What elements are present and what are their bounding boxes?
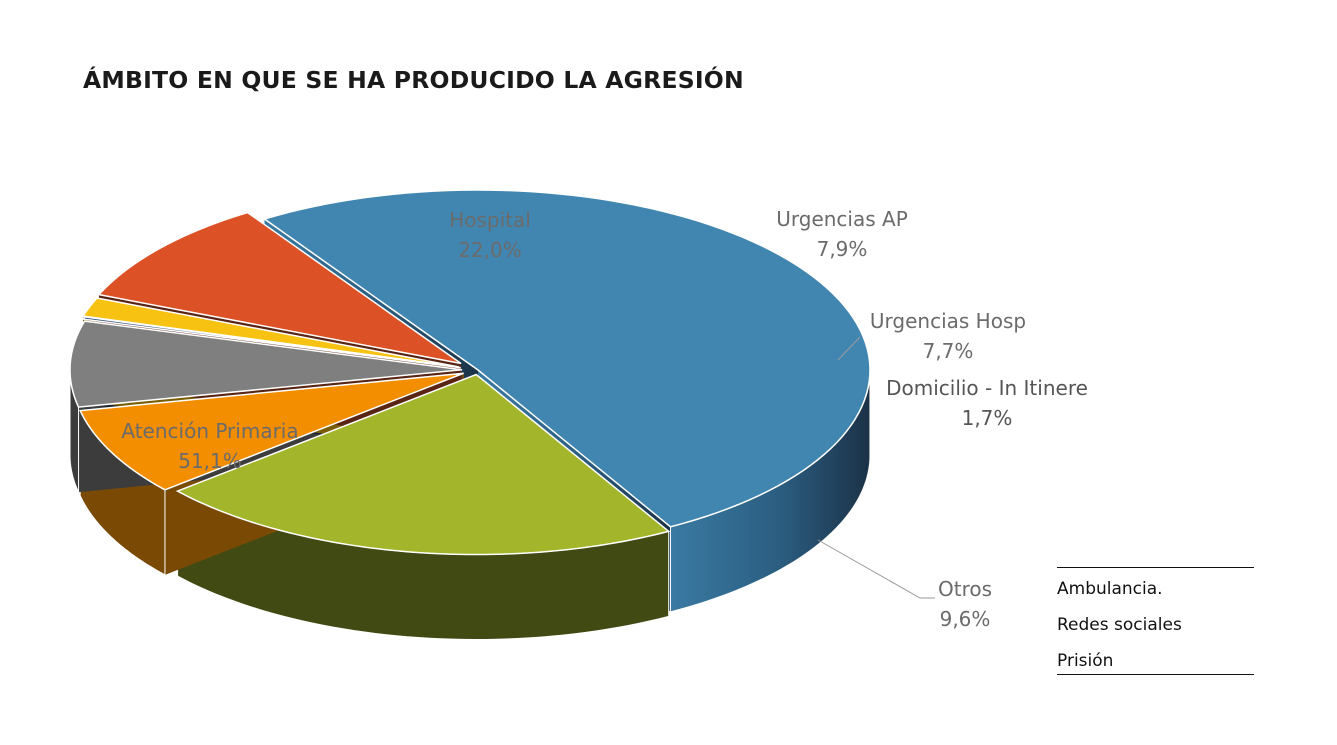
slice-label-6: Otros [938,577,992,601]
pie-slices [69,189,871,556]
slice-otros [97,211,462,365]
leader-lines [817,336,935,599]
slice-domicilio-in-itinere [81,297,460,368]
slice-label-3: Urgencias Hosp [870,309,1026,333]
slice-urgencias-hosp [69,320,463,408]
slice-label-1: Hospital [449,208,531,232]
note-item-ambulancia: Ambulancia. [1057,579,1163,599]
slice-value-label-5: 1,7% [962,406,1013,430]
slice-value-label-3: 7,7% [923,339,974,363]
slice-value-label-2: 7,9% [817,237,868,261]
note-item-prision: Prisión [1057,651,1114,671]
slice-value-label-6: 9,6% [940,607,991,631]
leader-line-6 [817,539,935,599]
slice-labels: Atención Primaria 51,1% Hospital 22,0% Urgen… [121,207,1088,631]
slice-urgencias-ap [79,372,464,491]
slice-value-label-0: 51,1% [178,449,242,473]
leader-line-3 [837,336,861,361]
slice-label-2: Urgencias AP [776,207,908,231]
chart-title: ÁMBITO EN QUE SE HA PRODUCIDO LA AGRESIÓ… [83,66,744,94]
note-item-redes-sociales: Redes sociales [1057,615,1182,635]
slice-value-label-1: 22,0% [458,238,522,262]
slice-atenci-n-primaria [262,189,871,528]
slice-label-5: Domicilio - In Itinere [886,376,1088,400]
note-box: Ambulancia. Redes sociales Prisión [1057,567,1254,675]
slice-hospital [175,373,671,556]
slice-label-0: Atención Primaria [121,419,298,443]
